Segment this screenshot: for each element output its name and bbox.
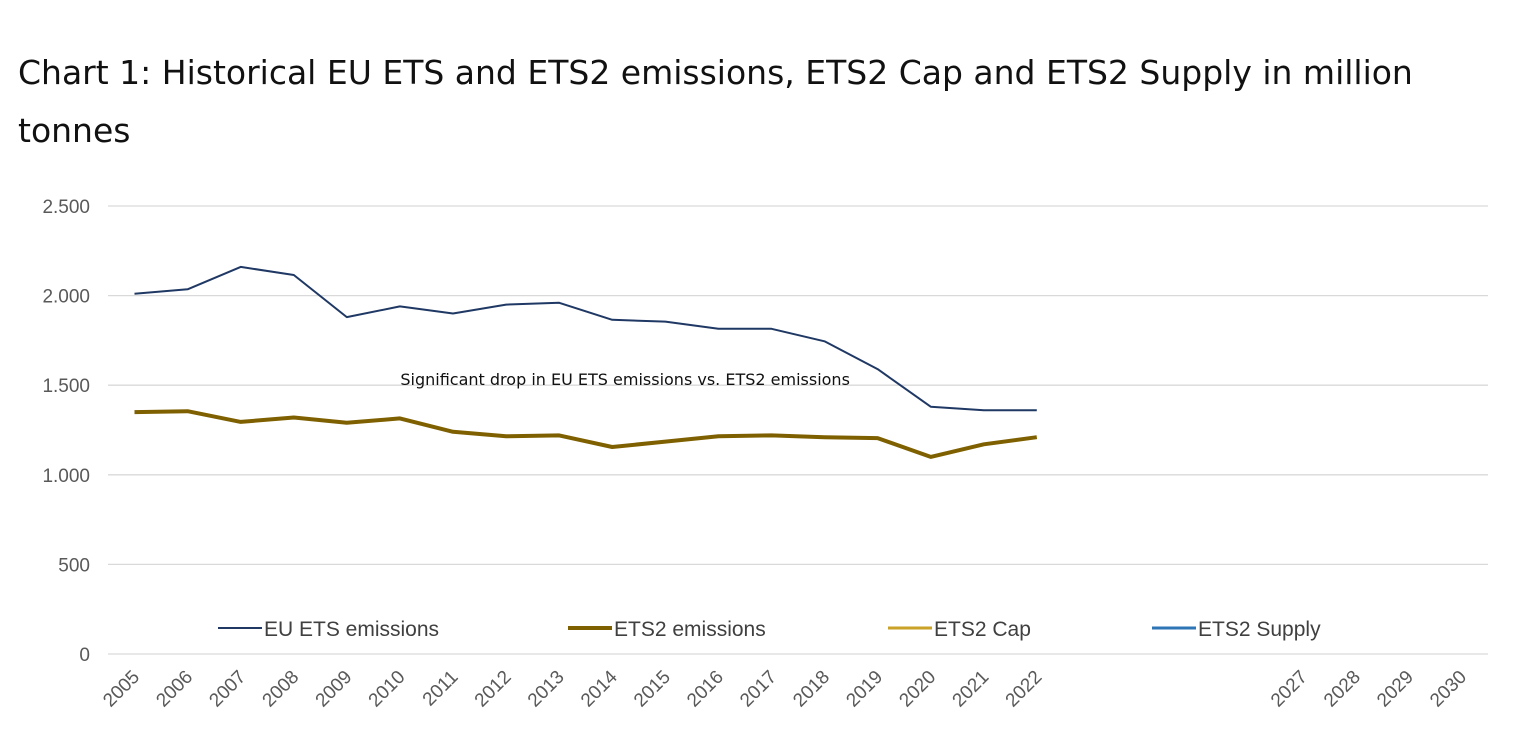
chart-title: Chart 1: Historical EU ETS and ETS2 emis…	[18, 53, 1413, 150]
series-line-eu-ets-emissions	[134, 265, 1037, 412]
legend-label: ETS2 Cap	[934, 618, 1031, 641]
x-tick-label: 2029	[1373, 667, 1418, 712]
x-tick-label: 2008	[259, 667, 304, 712]
gridlines	[108, 205, 1488, 655]
x-tick-label: 2010	[365, 667, 410, 712]
y-tick-label: 2.000	[42, 287, 90, 308]
y-tick-label: 1.000	[42, 466, 90, 487]
x-axis-ticks: 2005 2006 2007 2008 2009 2010 2011 2012 2013 2014…	[99, 666, 1471, 711]
x-tick-label: 2014	[577, 666, 622, 711]
y-tick-label: 0	[79, 645, 90, 666]
x-tick-label: 2017	[736, 667, 781, 712]
x-tick-label: 2012	[471, 667, 516, 712]
x-tick-label: 2016	[683, 667, 728, 712]
x-tick-label: 2018	[789, 667, 834, 712]
x-tick-label: 2013	[524, 667, 569, 712]
annotations: Significant drop in EU ETS emissions vs.…	[400, 370, 850, 389]
x-tick-label: 2028	[1320, 667, 1365, 712]
legend: EU ETS emissions ETS2 emissions ETS2 Cap ET…	[218, 618, 1321, 641]
x-tick-label: 2005	[99, 667, 144, 712]
x-tick-label: 2020	[895, 667, 940, 712]
legend-label: ETS2 emissions	[614, 618, 766, 641]
x-tick-label: 2022	[1002, 667, 1047, 712]
y-tick-label: 500	[58, 555, 90, 576]
x-tick-label: 2009	[312, 667, 357, 712]
legend-label: EU ETS emissions	[264, 618, 439, 641]
legend-label: ETS2 Supply	[1198, 618, 1321, 641]
x-tick-label: 2015	[630, 667, 675, 712]
annotation-text: Significant drop in EU ETS emissions vs.…	[400, 370, 850, 389]
x-tick-label: 2030	[1426, 667, 1471, 712]
series-line-ets2-emissions	[134, 409, 1038, 459]
x-tick-label: 2007	[205, 667, 250, 712]
y-tick-label: 2.500	[42, 197, 90, 218]
x-tick-label: 2027	[1267, 667, 1312, 712]
series-lines	[134, 265, 1038, 459]
y-tick-label: 1.500	[42, 376, 90, 397]
x-tick-label: 2021	[949, 667, 994, 712]
x-tick-label: 2019	[842, 667, 887, 712]
x-tick-label: 2011	[419, 667, 463, 711]
y-axis-ticks: 0 500 1.000 1.500 2.000 2.500	[42, 197, 90, 666]
x-tick-label: 2006	[152, 667, 197, 712]
